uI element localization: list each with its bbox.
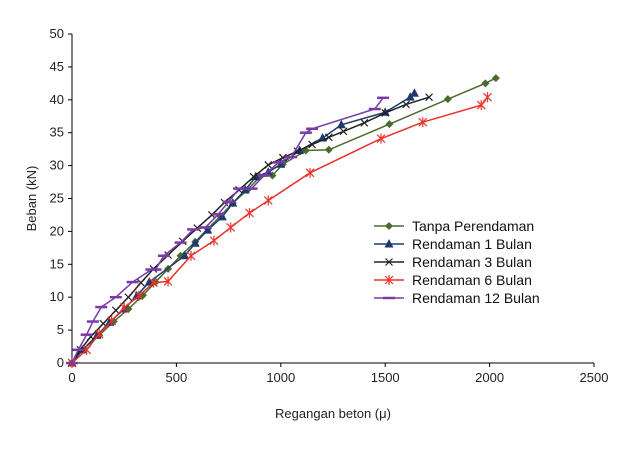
data-point-marker — [190, 238, 200, 247]
series-3 — [68, 93, 433, 367]
data-point-marker — [203, 225, 213, 234]
data-point-marker — [111, 306, 120, 315]
y-tick-label: 20 — [50, 223, 64, 238]
data-point-marker — [144, 277, 154, 286]
data-point-marker — [209, 235, 219, 246]
data-point-marker — [207, 211, 216, 219]
legend-entry: Rendaman 3 Bulan — [374, 254, 532, 270]
data-point-marker — [324, 133, 333, 142]
data-point-marker — [385, 222, 393, 230]
series-4 — [67, 92, 492, 368]
legend-label: Rendaman 6 Bulan — [412, 272, 532, 288]
data-point-marker — [163, 276, 173, 287]
series-line — [71, 96, 430, 364]
data-point-marker — [119, 302, 129, 313]
series-2 — [67, 88, 419, 367]
data-point-marker — [381, 109, 390, 117]
x-tick-label: 0 — [68, 370, 75, 385]
data-point-marker — [385, 120, 394, 129]
data-point-marker — [293, 147, 302, 156]
y-tick-label: 25 — [50, 191, 64, 206]
data-point-marker — [124, 305, 133, 314]
legend-label: Tanpa Perendaman — [412, 218, 534, 234]
data-point-marker — [245, 207, 254, 218]
legend-label: Rendaman 1 Bulan — [412, 236, 532, 252]
y-axis-title: Beban (kN) — [24, 166, 39, 232]
data-point-marker — [308, 140, 317, 149]
data-point-marker — [384, 239, 394, 248]
data-point-marker — [124, 293, 133, 302]
axes — [71, 34, 594, 364]
data-point-marker — [483, 92, 492, 103]
data-point-marker — [418, 117, 428, 128]
data-point-marker — [264, 161, 273, 169]
data-point-marker — [94, 329, 104, 340]
series-layer — [66, 74, 500, 368]
data-point-marker — [149, 277, 158, 288]
y-tick-label: 10 — [50, 289, 64, 304]
x-tick-label: 500 — [166, 370, 188, 385]
y-tick-label: 5 — [57, 322, 64, 337]
data-point-marker — [481, 79, 490, 88]
y-tick-label: 50 — [50, 26, 64, 41]
data-point-marker — [376, 133, 386, 144]
x-tick-label: 1000 — [266, 370, 295, 385]
series-line — [71, 92, 415, 364]
x-axis-title: Regangan beton (μ) — [275, 406, 391, 421]
data-point-marker — [425, 93, 433, 102]
x-tick-label: 1500 — [371, 370, 400, 385]
legend-entry: Rendaman 1 Bulan — [374, 236, 532, 252]
y-tick-label: 30 — [50, 158, 64, 173]
data-point-marker — [107, 315, 117, 326]
data-point-marker — [360, 118, 369, 127]
data-point-marker — [99, 319, 108, 328]
legend: Tanpa Perendaman Rendaman 1 Bulan Rendaman… — [374, 218, 540, 306]
legend-entry: Rendaman 12 Bulan — [374, 290, 540, 306]
series-5 — [66, 96, 390, 365]
legend-label: Rendaman 12 Bulan — [412, 290, 540, 306]
data-point-marker — [186, 250, 196, 261]
legend-label: Rendaman 3 Bulan — [412, 254, 532, 270]
data-point-marker — [305, 167, 315, 178]
data-point-marker — [443, 95, 452, 104]
data-point-marker — [249, 172, 258, 181]
data-point-marker — [324, 145, 333, 154]
legend-entry: Rendaman 6 Bulan — [374, 272, 532, 288]
y-tick-label: 35 — [50, 125, 64, 140]
y-tick-label: 0 — [57, 355, 64, 370]
data-point-marker — [226, 222, 236, 233]
data-point-marker — [134, 290, 144, 301]
data-point-marker — [180, 250, 190, 260]
data-point-marker — [409, 88, 419, 97]
data-point-marker — [82, 344, 92, 355]
data-point-marker — [402, 100, 411, 109]
data-point-marker — [476, 100, 486, 111]
x-tick-label: 2000 — [475, 370, 504, 385]
y-tick-label: 45 — [50, 59, 64, 74]
data-point-marker — [136, 278, 145, 287]
legend-entry: Tanpa Perendaman — [374, 218, 534, 234]
data-point-marker — [336, 119, 346, 129]
data-point-marker — [491, 74, 500, 83]
x-axis-ticks: 0 500 1000 1500 2000 2500 — [68, 363, 608, 385]
series-line — [71, 97, 384, 364]
y-tick-label: 15 — [50, 256, 64, 271]
data-point-marker — [385, 258, 393, 266]
y-axis-ticks: 0 5 10 15 20 25 30 35 40 45 50 — [50, 26, 72, 370]
data-point-marker — [217, 211, 227, 221]
x-tick-label: 2500 — [580, 370, 609, 385]
data-point-marker — [384, 275, 394, 285]
y-tick-label: 40 — [50, 92, 64, 107]
data-point-marker — [263, 195, 273, 206]
data-point-marker — [339, 127, 348, 136]
